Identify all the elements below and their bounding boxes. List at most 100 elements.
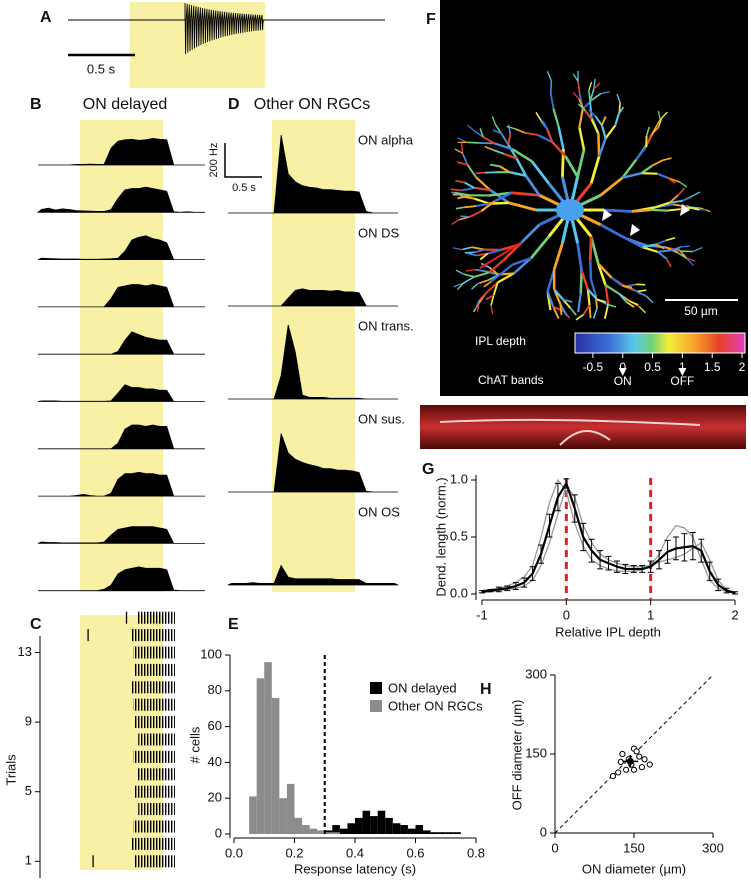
dendrite: [690, 207, 700, 211]
psth-trace: [37, 384, 205, 402]
dendrite: [580, 270, 590, 290]
dendrite: [484, 171, 496, 174]
dendrite: [589, 279, 597, 296]
dendrite: [524, 174, 541, 197]
spike-burst: [134, 855, 175, 868]
x-tick-label: 300: [702, 840, 724, 855]
dendrite: [646, 296, 654, 304]
scale-label: 0.5 s: [232, 182, 256, 194]
dendrite: [474, 186, 491, 192]
dendrite: [603, 303, 610, 319]
legend-label: Other ON RGCs: [388, 698, 483, 713]
dendrite: [537, 133, 553, 144]
error-bar: [672, 536, 679, 561]
error-bar: [571, 494, 578, 523]
scatter-point: [623, 766, 630, 773]
dendrite: [455, 269, 465, 275]
histogram-bar: [445, 832, 454, 834]
axes: [475, 475, 735, 601]
dendrite: [514, 127, 526, 134]
error-bar: [580, 522, 587, 552]
dendrite: [610, 276, 624, 287]
cell-type-label: ON sus.: [358, 411, 405, 426]
x-tick-label: 0: [563, 607, 570, 622]
panel-label: C: [30, 616, 42, 633]
dendrite: [588, 109, 596, 117]
dendrite: [587, 288, 598, 301]
psth-trace: [38, 284, 205, 308]
mean-point: [626, 757, 634, 765]
dendrite: [518, 223, 541, 246]
axis-title: Response latency (s): [294, 861, 416, 876]
dendrite: [546, 71, 552, 82]
dendrite: [669, 199, 683, 204]
arrowhead: [630, 224, 640, 236]
side-view: [420, 405, 746, 449]
dendrite: [676, 251, 687, 259]
scatter-point: [646, 761, 653, 768]
dendrite: [552, 306, 560, 319]
error-bar: [597, 550, 604, 570]
dendrite: [475, 202, 490, 208]
dendrite: [462, 246, 473, 251]
dendrite: [653, 119, 661, 131]
error-bar: [521, 577, 528, 588]
spike-burst: [131, 837, 175, 850]
histogram-bar: [302, 825, 310, 834]
dendrite: [593, 78, 596, 90]
colorbar-tick-label: 2: [739, 360, 746, 374]
spike-burst: [131, 681, 175, 694]
histogram-bar: [430, 832, 439, 834]
unity-line: [554, 674, 714, 834]
error-bar: [512, 582, 519, 590]
histogram-bar: [332, 825, 340, 834]
dendrite: [493, 191, 513, 203]
dendrite: [494, 142, 513, 151]
dendrite: [588, 81, 593, 91]
dendrite: [576, 242, 584, 271]
dendrite: [473, 271, 490, 278]
dendrite: [662, 157, 672, 162]
dendrite: [499, 263, 514, 276]
dendrite: [500, 133, 510, 146]
histogram-bar: [362, 810, 371, 834]
psth-trace: [36, 186, 205, 213]
dendrite: [452, 247, 462, 251]
dendrite: [485, 281, 499, 294]
psth-trace: [38, 137, 205, 166]
dendrite: [584, 109, 593, 120]
chat-marker: [618, 368, 627, 376]
error-bar: [732, 591, 738, 595]
x-tick-label: 150: [623, 840, 645, 855]
dendrite: [622, 171, 642, 180]
psth-trace: [38, 566, 205, 592]
histogram-bar: [324, 830, 333, 834]
error-bar: [647, 560, 654, 573]
spike-burst: [138, 733, 175, 746]
dendrite: [657, 172, 669, 179]
dendrite: [465, 269, 475, 272]
dendrite: [569, 307, 577, 316]
dendrite: [530, 235, 550, 260]
dendrite: [473, 248, 486, 254]
panel-title: Other ON RGCs: [254, 96, 370, 113]
histogram-bar: [423, 830, 431, 834]
y-tick-label: 9: [25, 714, 32, 729]
axis-title: Dend. length (norm.): [433, 477, 448, 596]
axis-title: OFF diameter (µm): [509, 700, 524, 811]
dendrite: [594, 115, 603, 126]
colorbar: [574, 332, 746, 354]
error-bar: [605, 555, 612, 571]
dendrite: [507, 144, 518, 160]
dendrite: [588, 90, 591, 102]
dendrite: [657, 249, 671, 253]
y-tick-label: 0: [540, 824, 547, 839]
dendrite: [511, 148, 533, 163]
dendrite: [603, 208, 632, 213]
dendrite: [686, 257, 696, 262]
dendrite: [464, 181, 475, 189]
dendrite: [466, 164, 478, 178]
spike-burst: [134, 785, 175, 798]
dendrite: [455, 206, 466, 210]
y-tick-label: 13: [18, 644, 32, 659]
